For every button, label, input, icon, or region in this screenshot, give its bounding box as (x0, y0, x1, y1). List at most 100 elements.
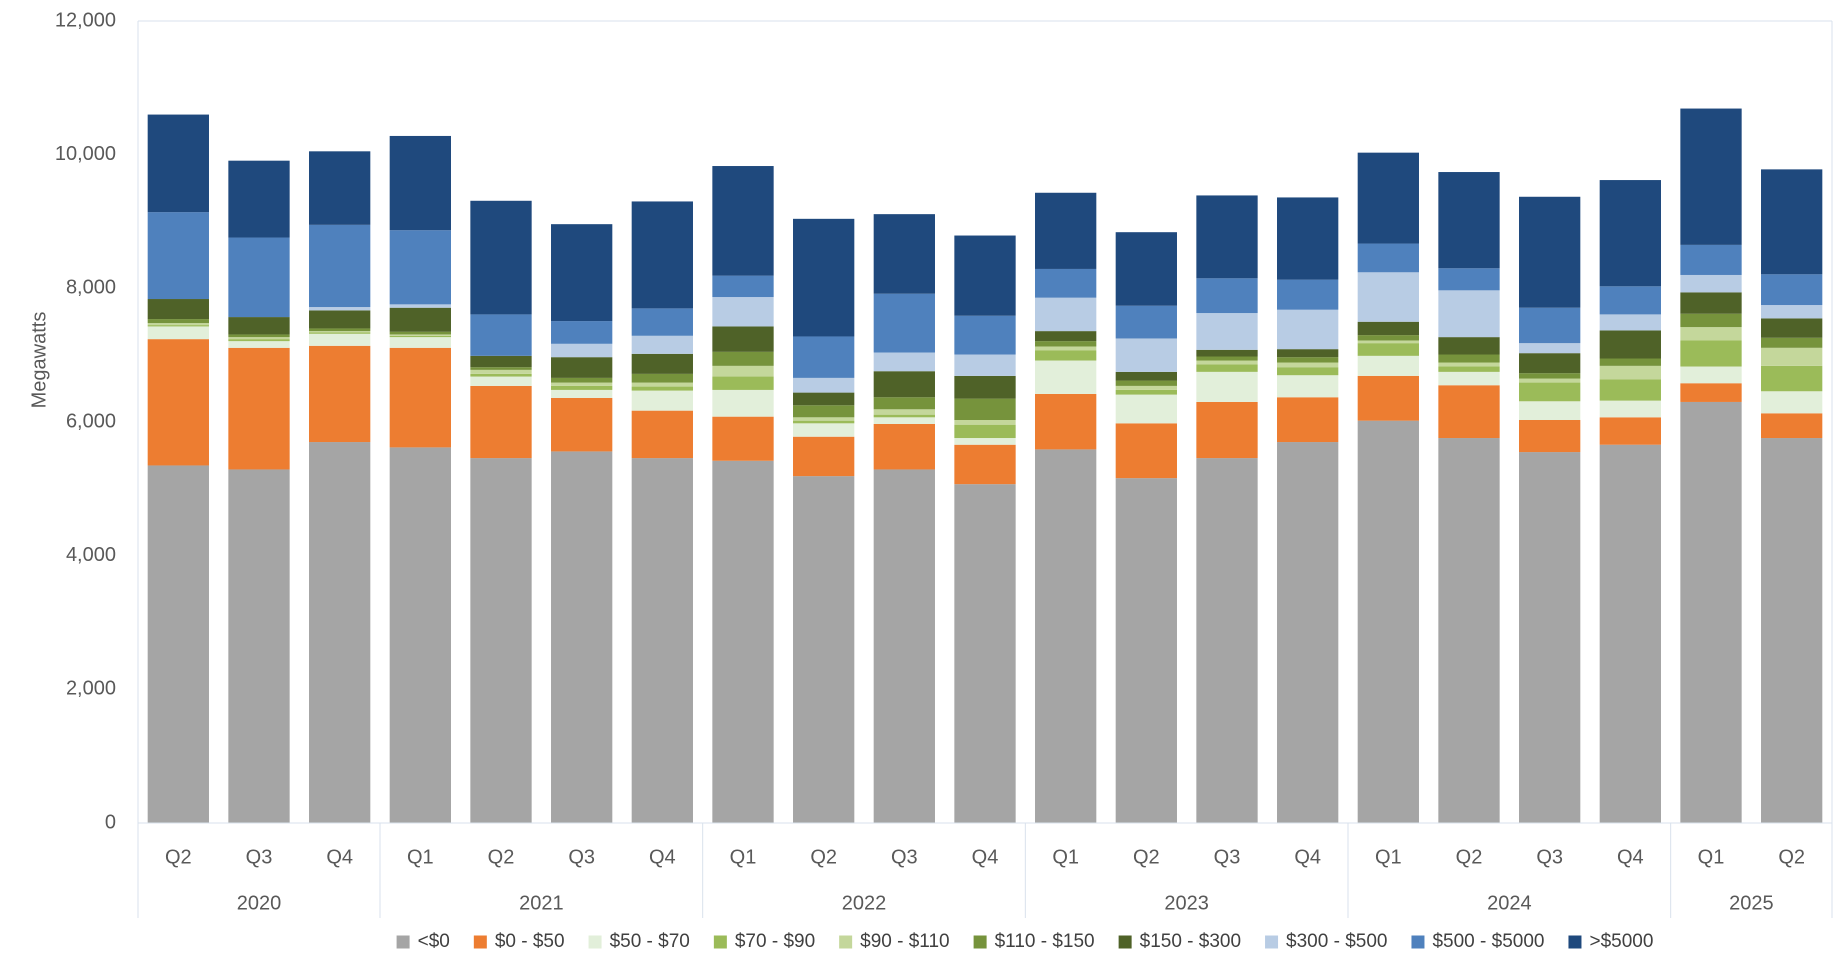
bar-segment-19-s9 (1599, 286, 1661, 315)
y-tick-label-2000: 2,000 (66, 678, 116, 700)
bars-group (147, 108, 1823, 823)
bar-segment-11-s10 (954, 235, 1016, 316)
y-axis: 0 2,000 4,000 6,000 8,000 10,000 12,000 (55, 9, 116, 833)
bar-segment-13-s9 (1115, 305, 1177, 339)
bar-segment-20-s1 (1680, 401, 1742, 823)
bar-segment-8-s5 (712, 365, 774, 377)
bar-segment-21-s4 (1761, 365, 1823, 392)
bar-segment-1-s2 (147, 339, 209, 466)
bar-segment-9-s6 (793, 405, 855, 418)
bar-segment-18-s7 (1519, 353, 1581, 374)
bar-segment-20-s2 (1680, 383, 1742, 402)
legend-label: >$5000 (1589, 931, 1653, 952)
bar-segment-18-s4 (1519, 382, 1581, 402)
bar-segment-15-s6 (1277, 357, 1339, 363)
bar-segment-17-s7 (1438, 337, 1500, 355)
bar-segment-3-s2 (309, 345, 371, 443)
bar-segment-7-s6 (631, 373, 693, 383)
bar-segment-9-s2 (793, 436, 855, 477)
bar-segment-5-s7 (470, 355, 532, 368)
bar-segment-4-s1 (389, 447, 451, 823)
x-year-label-2023: 2023 (1164, 892, 1209, 914)
bar-segment-16-s8 (1357, 272, 1419, 322)
x-tick-label-10: Q3 (891, 846, 918, 868)
bar-segment-15-s10 (1277, 197, 1339, 280)
bar-segment-10-s2 (873, 424, 935, 470)
bar-segment-4-s2 (389, 347, 451, 448)
bar-segment-13-s10 (1115, 232, 1177, 306)
bar-segment-9-s8 (793, 377, 855, 393)
bar-segment-15-s8 (1277, 309, 1339, 350)
y-tick-label-0: 0 (105, 811, 116, 833)
bar-segment-12-s2 (1035, 393, 1097, 450)
bar-segment-11-s8 (954, 354, 1016, 376)
legend-label: $90 - $110 (860, 931, 949, 952)
bar-segment-19-s4 (1599, 379, 1661, 401)
x-year-label-2020: 2020 (237, 892, 282, 914)
bar-segment-6-s6 (551, 377, 613, 383)
y-tick-label-12000: 12,000 (55, 9, 116, 31)
bar-segment-13-s3 (1115, 394, 1177, 424)
bar-segment-1-s9 (147, 212, 209, 300)
legend-item-2: $0 - $50 (473, 931, 565, 952)
bar-segment-1-s4 (147, 325, 209, 327)
x-tick-label-11: Q4 (972, 846, 999, 868)
legend-item-6: $110 - $150 (973, 931, 1095, 952)
bar-segment-14-s3 (1196, 371, 1258, 402)
bar-segment-13-s5 (1115, 385, 1177, 390)
bar-segment-9-s3 (793, 423, 855, 437)
x-year-label-2021: 2021 (519, 892, 564, 914)
bar-segment-2-s10 (228, 160, 290, 238)
legend-label: $150 - $300 (1140, 931, 1241, 952)
bar-segment-1-s10 (147, 114, 209, 213)
legend-label: $500 - $5000 (1432, 931, 1544, 952)
legend-label: $300 - $500 (1286, 931, 1387, 952)
bar-segment-21-s8 (1761, 305, 1823, 319)
bar-segment-3-s10 (309, 151, 371, 225)
bar-segment-9-s5 (793, 417, 855, 421)
x-axis: Q2 Q3 Q4 Q1 Q2 Q3 Q4 Q1 Q2 Q3 Q4 Q1 Q2 Q3 Q4 Q1 Q2 Q3 Q4 Q1… (137, 822, 1833, 918)
bar-segment-7-s7 (631, 353, 693, 374)
bar-segment-21-s1 (1761, 438, 1823, 823)
bar-segment-10-s9 (873, 293, 935, 353)
bar-segment-17-s3 (1438, 371, 1500, 386)
legend-swatch (1265, 935, 1279, 949)
x-tick-label-2: Q3 (246, 846, 273, 868)
bar-segment-6-s3 (551, 389, 613, 398)
bar-segment-16-s5 (1357, 340, 1419, 344)
bar-segment-20-s7 (1680, 292, 1742, 314)
x-tick-label-13: Q2 (1133, 846, 1160, 868)
bar-segment-21-s6 (1761, 337, 1823, 348)
bar-segment-16-s1 (1357, 420, 1419, 823)
bar-segment-14-s8 (1196, 313, 1258, 350)
bar-segment-16-s9 (1357, 243, 1419, 273)
bar-segment-8-s9 (712, 275, 774, 298)
bar-segment-20-s10 (1680, 108, 1742, 245)
legend: <$0 $0 - $50 $50 - $70 $70 - $90 $90 - $110 $… (396, 931, 1653, 952)
bar-segment-20-s5 (1680, 327, 1742, 341)
bar-segment-6-s7 (551, 357, 613, 378)
x-tick-label-5: Q2 (488, 846, 515, 868)
y-tick-label-4000: 4,000 (66, 544, 116, 566)
bar-segment-12-s7 (1035, 331, 1097, 342)
bar-segment-3-s4 (309, 332, 371, 334)
bar-segment-3-s3 (309, 333, 371, 346)
bar-segment-15-s5 (1277, 362, 1339, 368)
bar-segment-10-s3 (873, 417, 935, 424)
bar-segment-17-s10 (1438, 172, 1500, 269)
bar-segment-2-s1 (228, 469, 290, 823)
x-tick-label-3: Q4 (326, 846, 353, 868)
bar-segment-17-s4 (1438, 366, 1500, 372)
x-tick-label-8: Q1 (730, 846, 757, 868)
bar-segment-4-s10 (389, 135, 451, 231)
bar-segment-3-s7 (309, 310, 371, 329)
x-tick-label-7: Q4 (649, 846, 676, 868)
bar-segment-6-s1 (551, 451, 613, 823)
bar-segment-12-s9 (1035, 268, 1097, 298)
bar-segment-2-s9 (228, 237, 290, 318)
bar-segment-4-s9 (389, 230, 451, 305)
legend-swatch (1411, 935, 1425, 949)
bar-segment-9-s7 (793, 392, 855, 406)
bar-segment-8-s3 (712, 389, 774, 417)
bar-segment-12-s8 (1035, 297, 1097, 332)
